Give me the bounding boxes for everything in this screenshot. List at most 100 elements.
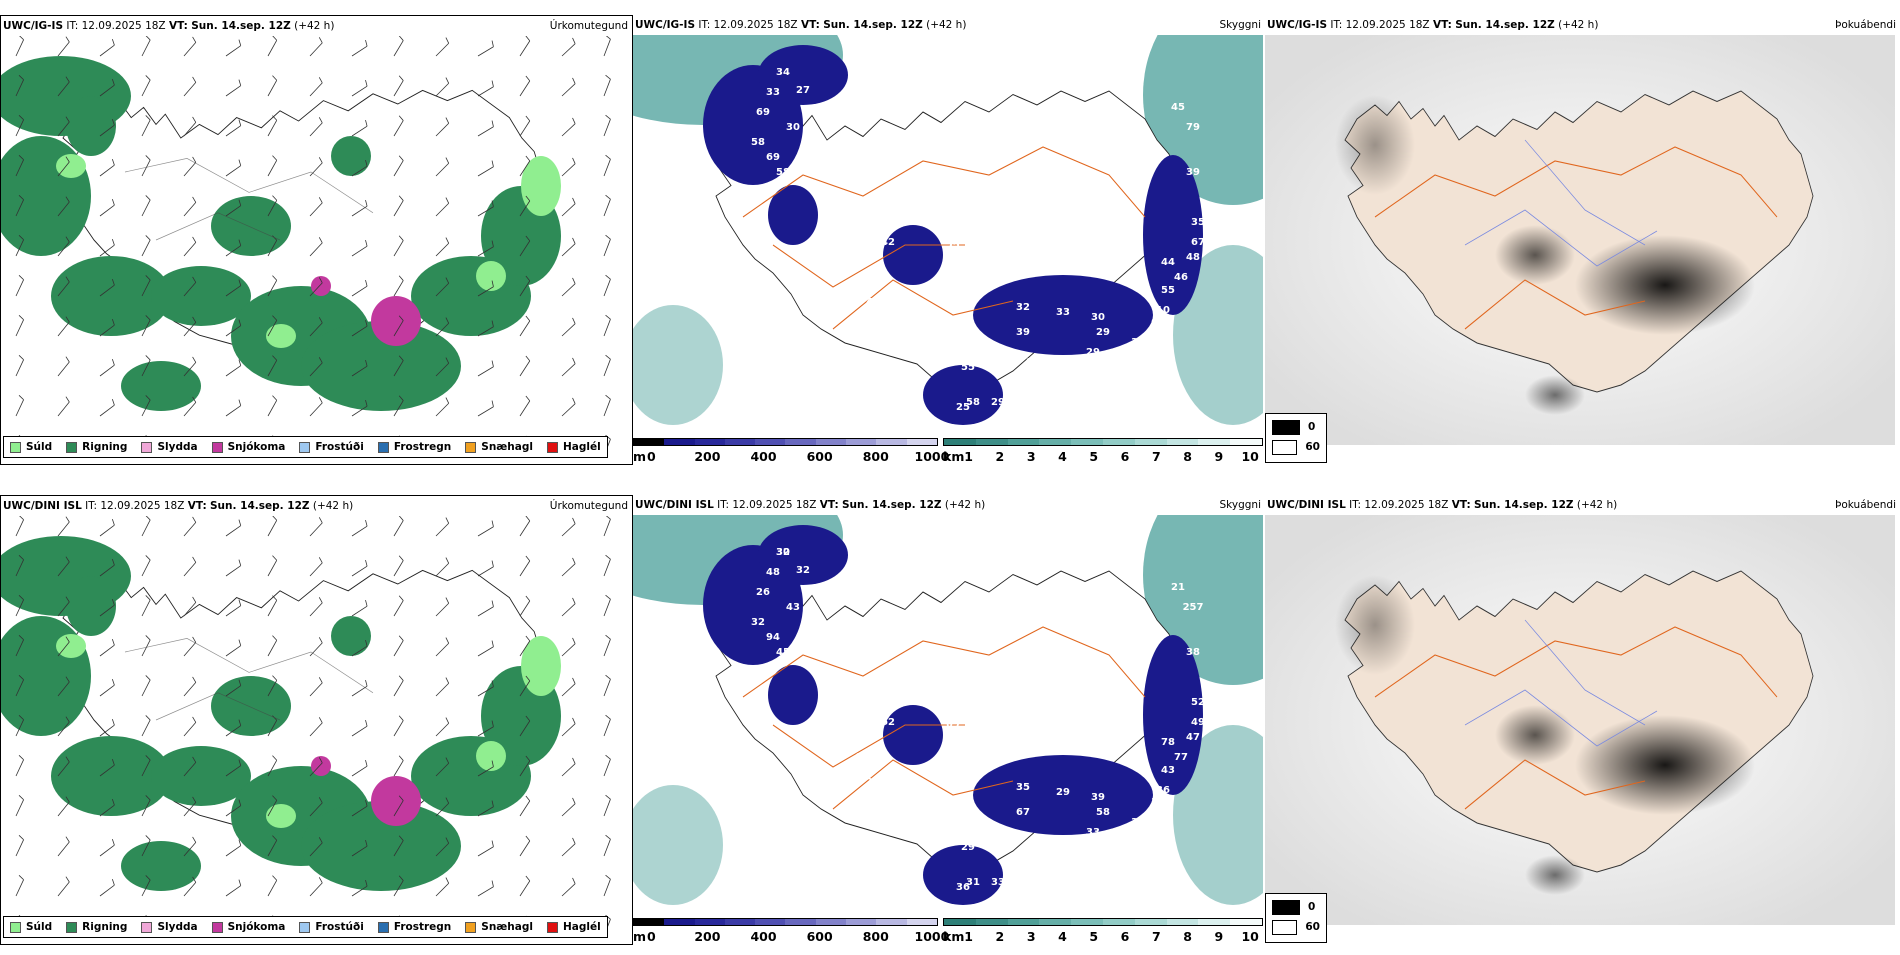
cloud-base-label: 69 — [766, 152, 780, 163]
lead-time: (+42 h) — [312, 500, 354, 512]
legend-item: Frostúði — [299, 441, 364, 453]
cloud-base-label: 29 — [1086, 347, 1100, 358]
colorbar-tick: 9 — [1214, 449, 1224, 464]
cloud-base-label: 67 — [1016, 807, 1030, 818]
wind-barbs — [15, 34, 611, 457]
cloud-base-label: 45 — [1171, 102, 1185, 113]
panel-title: Skyggni — [1219, 499, 1262, 511]
cloud-base-label: 25 — [956, 402, 970, 413]
precip-map — [1, 34, 611, 457]
low-cloud-area — [973, 755, 1153, 835]
precip-area — [266, 324, 296, 348]
height-bar: m 0 200 400 600 800 1000 — [633, 438, 949, 472]
cloud-base-label: 35 — [1191, 217, 1205, 228]
cloud-base-label: 48 — [766, 567, 780, 578]
precip-area — [66, 576, 116, 636]
valid-time-label: VT: — [187, 500, 207, 512]
fog-area — [1495, 225, 1575, 285]
legend-swatch — [141, 921, 153, 933]
panel-title: Úrkomutegund — [549, 500, 628, 512]
valid-time: Sun. 14.sep. 12Z — [210, 500, 310, 512]
cloud-base-label: 58 — [966, 397, 980, 408]
cloud-base-label: 45 — [776, 647, 790, 658]
model-name: UWC/IG-IS — [635, 19, 696, 31]
low-cloud-area — [923, 845, 1003, 905]
precip-area — [371, 296, 421, 346]
lead-time: (+42 h) — [944, 499, 986, 511]
cloud-base-label: 49 — [856, 272, 870, 283]
roads — [124, 638, 374, 721]
init-time: 12.09.2025 18Z — [100, 500, 185, 512]
sea-visibility — [633, 305, 723, 425]
legend-item: Slydda — [141, 441, 198, 453]
colorbar-tick: 4 — [1058, 929, 1067, 944]
cloud-base-label: 33 — [1086, 827, 1100, 838]
legend-swatch — [465, 921, 477, 933]
precip-map-wrap — [1, 34, 631, 464]
colorbar-tick: 200 — [694, 929, 721, 944]
valid-time-label: VT: — [800, 19, 820, 31]
panel-header: UWC/DINI ISL IT: 12.09.2025 18Z VT: Sun.… — [1267, 499, 1617, 511]
legend-item: Haglél — [546, 921, 601, 933]
cloud-base-label: 69 — [756, 107, 770, 118]
precip-map — [1, 514, 611, 937]
cloud-base-label: 77 — [1174, 752, 1188, 763]
panel-title: Úrkomutegund — [549, 20, 628, 32]
cloud-base-label: 29 — [1096, 327, 1110, 338]
cloud-base-label: 27 — [796, 85, 810, 96]
init-time-label: IT: — [1330, 19, 1343, 31]
fog-map-wrap — [1265, 515, 1895, 928]
colorbar-tick: 10 — [1241, 449, 1259, 464]
low-cloud-area — [1143, 155, 1203, 315]
model-name: UWC/DINI ISL — [3, 500, 82, 512]
cloud-base-label: 48 — [1186, 252, 1200, 263]
fog-area — [1495, 705, 1575, 765]
precip-area — [476, 741, 506, 771]
roads — [124, 158, 374, 241]
sea-visibility — [1173, 725, 1265, 905]
cloud-base-label: 30 — [786, 122, 800, 133]
valid-time-label: VT: — [168, 20, 188, 32]
precip-area — [266, 804, 296, 828]
visibility-map-wrap: 34 33 27 69 30 58 69 58 37 42 32 49 45 47 32 33 30 29 39 29… — [633, 15, 1265, 438]
fog-swatch-low — [1272, 439, 1298, 455]
precip-area — [51, 736, 171, 816]
low-cloud-area — [758, 45, 848, 105]
cloud-base-label: 58 — [1096, 807, 1110, 818]
cloud-base-label: 39 — [1186, 167, 1200, 178]
colorbar-tick: 400 — [750, 449, 777, 464]
cloud-base-label: 38 — [1186, 647, 1200, 658]
legend-item: Snæhagl — [465, 921, 533, 933]
cloud-base-label: 47 — [1026, 837, 1040, 848]
cloud-base-label: 36 — [1156, 785, 1170, 796]
valid-time: Sun. 14.sep. 12Z — [823, 19, 923, 31]
panel-header: UWC/DINI ISL IT: 12.09.2025 18Z VT: Sun.… — [635, 499, 985, 511]
fog-area — [1335, 95, 1415, 195]
cloud-base-label: 32 — [776, 547, 790, 558]
sea-visibility — [633, 785, 723, 905]
roads — [742, 146, 1146, 330]
rivers — [1464, 619, 1658, 747]
legend-swatch — [66, 921, 78, 933]
legend-swatch — [546, 921, 558, 933]
legend-swatch — [211, 441, 223, 453]
colorbar-tick: 1 — [964, 449, 973, 464]
init-time: 12.09.2025 18Z — [1345, 19, 1430, 31]
cloud-base-label: 62 — [881, 717, 895, 728]
cloud-base-label: 78 — [1161, 737, 1175, 748]
fog-legend: 0 60 — [1265, 413, 1327, 463]
colorbar-tick: 8 — [1183, 449, 1192, 464]
fog-panel: UWC/DINI ISL IT: 12.09.2025 18Z VT: Sun.… — [1265, 495, 1900, 955]
precip-area — [121, 361, 201, 411]
precip-area — [121, 841, 201, 891]
cloud-base-label: 47 — [1026, 267, 1040, 278]
legend-swatch — [141, 441, 153, 453]
valid-time: Sun. 14.sep. 12Z — [191, 20, 291, 32]
colorbar-tick: 2 — [995, 449, 1005, 464]
valid-time-label: VT: — [1451, 499, 1471, 511]
cloud-base-label: 79 — [1186, 122, 1200, 133]
init-time-label: IT: — [698, 19, 711, 31]
cloud-base-label: 29 — [961, 842, 975, 853]
low-cloud-area — [768, 665, 818, 725]
